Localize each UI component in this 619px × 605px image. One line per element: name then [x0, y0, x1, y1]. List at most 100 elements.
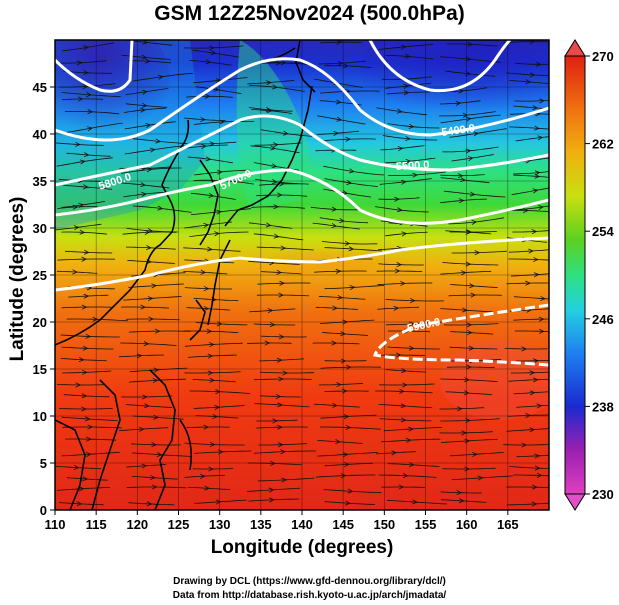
streamline-arrow [273, 204, 280, 210]
streamline-arrow [271, 163, 278, 169]
streamline-arrow [203, 222, 210, 228]
streamline-arrow [534, 173, 541, 179]
streamline-arrow [468, 345, 475, 351]
streamline-arrow [396, 262, 403, 268]
streamline-arrow [141, 191, 147, 197]
streamline-arrow [464, 390, 470, 396]
colorbar-tick-label: 262 [592, 137, 614, 152]
streamline-arrow [272, 84, 278, 90]
streamline-arrow [87, 126, 94, 132]
contour-line [55, 168, 549, 225]
contour-line [55, 40, 134, 93]
streamline-arrow [467, 41, 474, 47]
streamline-arrow [270, 460, 276, 466]
streamline-arrow [141, 54, 148, 60]
streamline-arrow [276, 269, 283, 275]
streamline-arrow [280, 245, 287, 251]
streamline-arrow [138, 426, 145, 432]
streamline-arrow [405, 158, 412, 165]
streamline-arrow [152, 378, 159, 384]
streamline-arrow [277, 402, 284, 408]
streamline-arrow [336, 116, 343, 122]
streamline-arrow [535, 61, 542, 67]
streamline-arrow [271, 178, 278, 185]
streamline-arrow [464, 377, 470, 383]
x-tick-label: 135 [250, 517, 272, 532]
streamline-arrow [217, 169, 223, 175]
streamline-arrow [521, 346, 527, 352]
streamline-arrow [282, 370, 288, 376]
y-axis-label: Latitude (degrees) [7, 196, 28, 362]
streamline-arrow [408, 462, 415, 468]
streamline-arrow [525, 79, 532, 85]
streamline-arrow [340, 473, 347, 479]
streamline-arrow [531, 501, 538, 507]
streamline-arrow [267, 308, 274, 314]
streamline-arrow [73, 464, 80, 470]
streamline [128, 512, 184, 516]
streamline-arrow [215, 389, 221, 395]
streamline-arrow [533, 358, 539, 364]
streamline-arrow [466, 329, 473, 335]
streamline-arrow [150, 474, 156, 480]
streamline-arrow [266, 80, 272, 86]
streamline-arrow [534, 125, 540, 131]
streamline-arrow [207, 370, 214, 376]
streamline-arrow [279, 280, 285, 286]
colorbar-tick-label: 254 [592, 224, 614, 239]
streamline-arrow [539, 98, 545, 104]
streamline-arrow [409, 298, 416, 304]
streamline-arrow [470, 292, 477, 298]
streamline-arrow [412, 499, 418, 505]
streamline-arrow [276, 357, 283, 363]
streamline-arrow [142, 394, 148, 400]
y-tick-label: 5 [40, 456, 47, 471]
x-tick-label: 160 [456, 517, 478, 532]
y-tick-label: 45 [33, 80, 47, 95]
streamline-arrow [405, 135, 411, 141]
streamline-arrow [458, 88, 465, 94]
streamline-arrow [146, 167, 153, 173]
colorbar-tick-label: 230 [592, 487, 614, 502]
streamline-arrow [276, 192, 283, 198]
streamline-arrow [212, 413, 219, 419]
streamline-arrow [343, 63, 349, 69]
credit-data: Data from http://database.rish.kyoto-u.a… [172, 590, 447, 601]
streamline-arrow [144, 403, 150, 409]
streamline-arrow [393, 305, 400, 311]
contour-line [55, 236, 549, 292]
streamline-arrow [342, 319, 349, 325]
streamline-arrow [533, 256, 539, 262]
x-axis-label: Longitude (degrees) [210, 537, 394, 558]
streamline-arrow [346, 179, 353, 185]
streamline-arrow [86, 436, 92, 442]
streamline-arrow [85, 451, 92, 457]
streamline-arrow [141, 102, 148, 108]
streamline-arrow [82, 84, 89, 90]
streamline-arrow [461, 430, 468, 436]
x-tick-label: 115 [86, 517, 107, 532]
streamline [386, 511, 435, 512]
streamline-arrow [143, 341, 150, 347]
streamline-arrow [536, 472, 543, 478]
streamline-arrow [153, 414, 160, 420]
streamline-arrow [278, 292, 284, 298]
streamline-arrow [462, 307, 468, 313]
streamline-arrow [403, 90, 410, 96]
streamline-arrow [530, 511, 535, 515]
streamline-arrow [408, 426, 414, 432]
streamline-arrow [398, 484, 405, 490]
contour-line [55, 57, 549, 142]
x-tick-label: 150 [373, 517, 395, 532]
streamline-arrow [81, 393, 88, 399]
streamline-arrow [83, 70, 89, 76]
streamline-arrow [272, 418, 279, 424]
contour-labels: 5400.0 5500.0 5700.0 5800.0 5900.0 [97, 122, 476, 335]
streamline-arrow [397, 146, 404, 152]
streamline [505, 512, 565, 516]
streamline-arrow [273, 233, 280, 239]
contour-line [368, 40, 512, 93]
streamline-arrow [525, 280, 531, 286]
streamline-arrow [76, 501, 83, 507]
streamline-arrow [534, 465, 541, 471]
